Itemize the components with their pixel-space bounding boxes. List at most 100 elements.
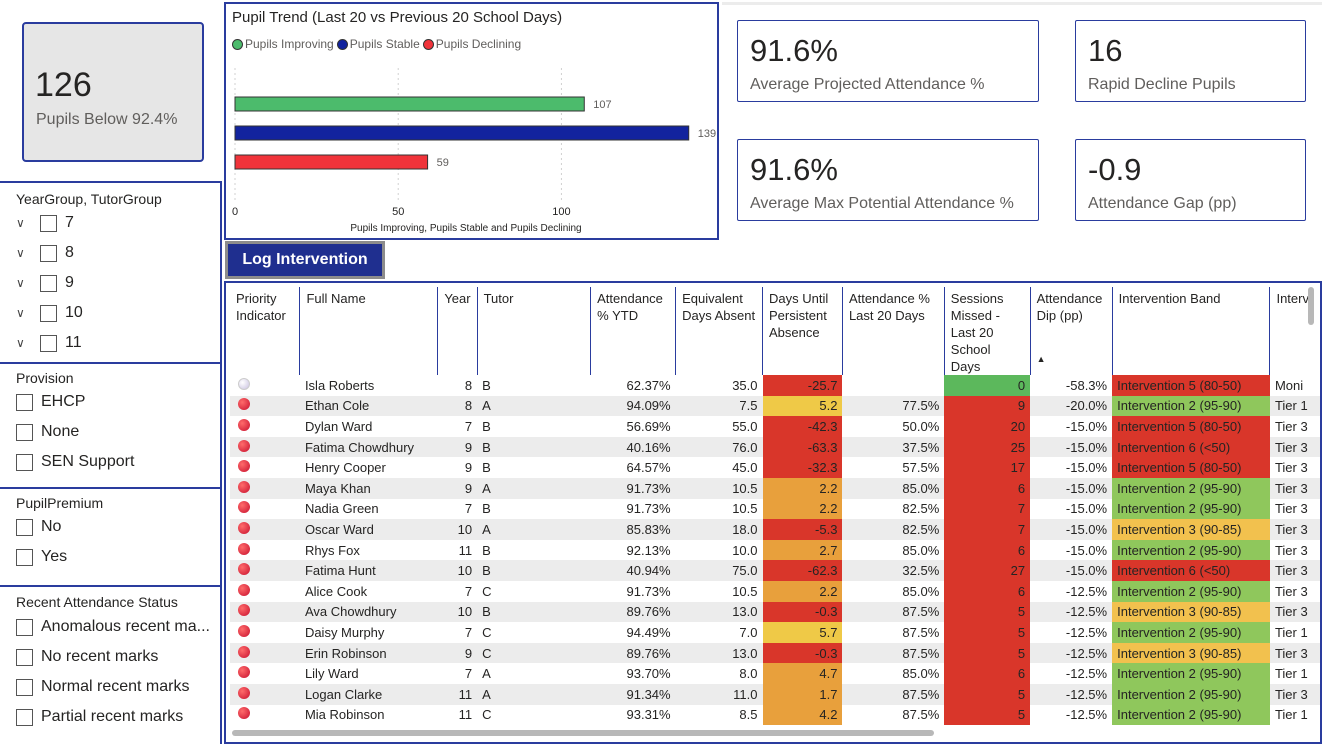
bar-pupils-improving[interactable]: [234, 96, 585, 112]
table-row[interactable]: Fatima Chowdhury 9 B 40.16% 76.0 -63.3 37.5% 25…: [230, 436, 1320, 458]
cell-intervention-band: Intervention 2 (95-90): [1112, 477, 1270, 499]
slicer-item-none[interactable]: None: [16, 421, 79, 443]
col-attendance-last20[interactable]: Attendance % Last 20 Days: [842, 287, 945, 375]
col-tutor[interactable]: Tutor: [477, 287, 592, 375]
checkbox[interactable]: [40, 334, 57, 352]
col-fullname[interactable]: Full Name: [299, 287, 439, 375]
checkbox[interactable]: [40, 274, 57, 292]
slicer-item-sen[interactable]: SEN Support: [16, 451, 134, 473]
col-days-until-pa[interactable]: Days Until Persistent Absence: [762, 287, 843, 375]
cell-intervention-band: Intervention 5 (80-50): [1112, 375, 1270, 396]
table-row[interactable]: Rhys Fox 11 B 92.13% 10.0 2.7 85.0% 6 -15.0% Inte…: [230, 539, 1320, 561]
checkbox[interactable]: [16, 708, 33, 726]
checkbox[interactable]: [40, 304, 57, 322]
sort-desc-icon[interactable]: ▲: [1036, 354, 1046, 364]
col-intervention[interactable]: Interv: [1276, 291, 1309, 306]
col-attendance-ytd[interactable]: Attendance % YTD: [590, 287, 677, 375]
cell-intervention: Tier 3: [1274, 501, 1308, 517]
checkbox[interactable]: [40, 244, 57, 262]
pupils-below-card[interactable]: 126 Pupils Below 92.4%: [22, 22, 204, 162]
cell-sessions-missed: 20: [944, 416, 1031, 437]
checkbox[interactable]: [16, 678, 33, 696]
cell-year: 11: [458, 707, 473, 723]
slicer-item-yes[interactable]: Yes: [16, 546, 67, 568]
cell-attendance-ytd: 56.69%: [626, 418, 671, 434]
slicer-item-10[interactable]: ∨ 10: [16, 304, 83, 322]
table-row[interactable]: Maya Khan 9 A 91.73% 10.5 2.2 85.0% 6 -15.0% Inte…: [230, 477, 1320, 499]
col-intervention-band[interactable]: Intervention Band: [1112, 287, 1271, 375]
checkbox[interactable]: [40, 214, 57, 232]
cell-intervention-band: Intervention 5 (80-50): [1112, 457, 1270, 478]
legend-item-improving[interactable]: Pupils Improving: [232, 37, 334, 51]
cell-intervention: Tier 3: [1269, 436, 1320, 458]
bar-pupils-stable[interactable]: [234, 125, 690, 141]
checkbox[interactable]: [16, 518, 33, 536]
table-row[interactable]: Erin Robinson 9 C 89.76% 13.0 -0.3 87.5% 5 -12.5…: [230, 642, 1320, 664]
cell-tutor: B: [482, 542, 491, 558]
slicer-item-11[interactable]: ∨ 11: [16, 334, 82, 352]
slicer-item-partial[interactable]: Partial recent marks: [16, 706, 183, 728]
slicer-item-9[interactable]: ∨ 9: [16, 274, 74, 292]
slicer-item-ehcp[interactable]: EHCP: [16, 391, 85, 413]
checkbox[interactable]: [16, 453, 33, 471]
checkbox[interactable]: [16, 648, 33, 666]
chevron-down-icon[interactable]: ∨: [16, 246, 25, 260]
col-year[interactable]: Year: [437, 287, 478, 375]
table-row[interactable]: Ava Chowdhury 10 B 89.76% 13.0 -0.3 87.5% 5 -12.…: [230, 601, 1320, 623]
legend-item-declining[interactable]: Pupils Declining: [422, 37, 521, 51]
cell-days-until-pa: 5.2: [762, 395, 843, 417]
cell-tutor: C: [482, 707, 492, 723]
table-row[interactable]: Fatima Hunt 10 B 40.94% 75.0 -62.3 32.5% 27 -15.…: [230, 560, 1320, 581]
cell-attendance-ytd: 92.13%: [626, 542, 671, 558]
cell-intervention: Moni: [1274, 377, 1304, 393]
slicer-item-anomalous[interactable]: Anomalous recent ma...: [16, 616, 210, 638]
cell-days-until-pa: -0.3: [762, 642, 843, 664]
col-attendance-dip[interactable]: Attendance Dip (pp) ▲: [1030, 287, 1113, 375]
cell-priority: [230, 601, 300, 623]
col-days-absent[interactable]: Equivalent Days Absent: [675, 287, 763, 375]
slicer-item-7[interactable]: ∨ 7: [16, 214, 74, 232]
kpi-attendance-gap[interactable]: -0.9 Attendance Gap (pp): [1075, 139, 1306, 221]
table-row[interactable]: Lily Ward 7 A 93.70% 8.0 4.7 85.0% 6 -12.5% Inter…: [230, 663, 1320, 684]
bar-pupils-declining[interactable]: [234, 154, 429, 170]
slicer-item-no-recent[interactable]: No recent marks: [16, 646, 158, 668]
chevron-down-icon[interactable]: ∨: [16, 276, 25, 290]
cell-intervention-band: Intervention 3 (90-85): [1112, 601, 1270, 623]
table-row[interactable]: Daisy Murphy 7 C 94.49% 7.0 5.7 87.5% 5 -12.5% In…: [230, 622, 1320, 643]
table-row[interactable]: Henry Cooper 9 B 64.57% 45.0 -32.3 57.5% 17 -15.…: [230, 457, 1320, 478]
col-sessions-missed[interactable]: Sessions Missed - Last 20 School Days: [944, 287, 1031, 375]
table-row[interactable]: Logan Clarke 11 A 91.34% 11.0 1.7 87.5% 5 -12.5%…: [230, 683, 1320, 705]
checkbox[interactable]: [16, 548, 33, 566]
col-priority[interactable]: Priority Indicator: [230, 287, 301, 375]
legend-item-stable[interactable]: Pupils Stable: [336, 37, 420, 51]
log-intervention-button[interactable]: Log Intervention: [225, 241, 385, 279]
chevron-down-icon[interactable]: ∨: [16, 306, 25, 320]
table-row[interactable]: Alice Cook 7 C 91.73% 10.5 2.2 85.0% 6 -12.5% Int…: [230, 580, 1320, 602]
slicer-item-normal[interactable]: Normal recent marks: [16, 676, 189, 698]
cell-sessions-missed: 7: [944, 498, 1031, 520]
cell-days-absent: 10.5: [732, 583, 758, 599]
table-row[interactable]: Ethan Cole 8 A 94.09% 7.5 5.2 77.5% 9 -20.0% Inte…: [230, 395, 1320, 417]
checkbox[interactable]: [16, 393, 33, 411]
pupil-trend-chart[interactable]: Pupil Trend (Last 20 vs Previous 20 Scho…: [224, 2, 719, 240]
table-row[interactable]: Oscar Ward 10 A 85.83% 18.0 -5.3 82.5% 7 -15.0% I…: [230, 519, 1320, 540]
chevron-down-icon[interactable]: ∨: [16, 336, 25, 350]
cell-priority: [230, 622, 300, 643]
kpi-value: 91.6%: [750, 152, 838, 187]
chevron-down-icon[interactable]: ∨: [16, 216, 25, 230]
horizontal-scrollbar[interactable]: [232, 730, 934, 736]
slicer-item-8[interactable]: ∨ 8: [16, 244, 74, 262]
table-row[interactable]: Isla Roberts 8 B 62.37% 35.0 -25.7 0 -58.3% Inte…: [230, 375, 1320, 396]
kpi-projected-attendance[interactable]: 91.6% Average Projected Attendance %: [737, 20, 1039, 102]
cell-attendance-ytd: 40.94%: [590, 560, 676, 581]
table-row[interactable]: Mia Robinson 11 C 93.31% 8.5 4.2 87.5% 5 -12.5% I…: [230, 704, 1320, 726]
table-row[interactable]: Nadia Green 7 B 91.73% 10.5 2.2 82.5% 7 -15.0% In…: [230, 498, 1320, 520]
vertical-scrollbar[interactable]: [1308, 287, 1314, 325]
table-row[interactable]: Dylan Ward 7 B 56.69% 55.0 -42.3 50.0% 20 -15.0%…: [230, 416, 1320, 437]
checkbox[interactable]: [16, 423, 33, 441]
kpi-rapid-decline[interactable]: 16 Rapid Decline Pupils: [1075, 20, 1306, 102]
cell-attendance-dip: -15.0%: [1065, 418, 1108, 434]
slicer-item-no[interactable]: No: [16, 516, 61, 538]
kpi-max-potential[interactable]: 91.6% Average Max Potential Attendance %: [737, 139, 1039, 221]
checkbox[interactable]: [16, 618, 33, 636]
